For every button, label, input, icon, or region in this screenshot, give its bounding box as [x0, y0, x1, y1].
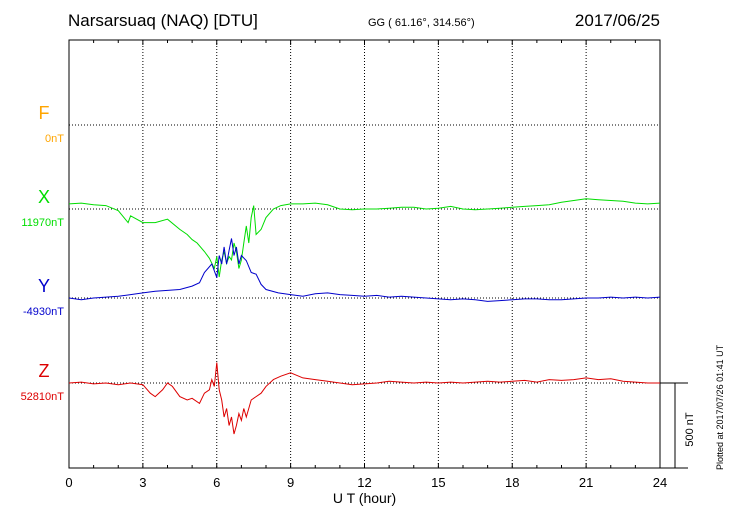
x-tick-label: 9: [287, 475, 294, 490]
x-tick-label: 0: [65, 475, 72, 490]
x-tick-label: 15: [431, 475, 445, 490]
component-baseline-y: -4930nT: [23, 306, 64, 318]
series-line-y: [68, 238, 661, 302]
x-tick-label: 6: [213, 475, 220, 490]
x-tick-label: 21: [579, 475, 593, 490]
component-name-z: Z: [39, 361, 50, 381]
plotted-note: Plotted at 2017/07/26 01:41 UT: [715, 344, 725, 470]
component-baseline-z: 52810nT: [21, 391, 65, 403]
component-baseline-f: 0nT: [45, 133, 64, 145]
component-baseline-x: 11970nT: [21, 217, 64, 229]
series-line-x: [68, 198, 661, 278]
scale-bar-label: 500 nT: [684, 412, 696, 447]
plot-date: 2017/06/25: [574, 11, 660, 30]
component-name-x: X: [38, 187, 50, 207]
x-tick-label: 12: [357, 475, 371, 490]
series-line-z: [68, 362, 660, 435]
x-tick-label: 18: [505, 475, 519, 490]
station-title: Narsarsuaq (NAQ) [DTU]: [68, 11, 258, 30]
x-tick-label: 3: [139, 475, 146, 490]
station-coordinates: GG ( 61.16°, 314.56°): [368, 17, 475, 29]
x-axis-label: U T (hour): [333, 490, 396, 506]
component-name-f: F: [39, 103, 50, 123]
component-name-y: Y: [38, 276, 50, 296]
x-tick-label: 24: [653, 475, 667, 490]
